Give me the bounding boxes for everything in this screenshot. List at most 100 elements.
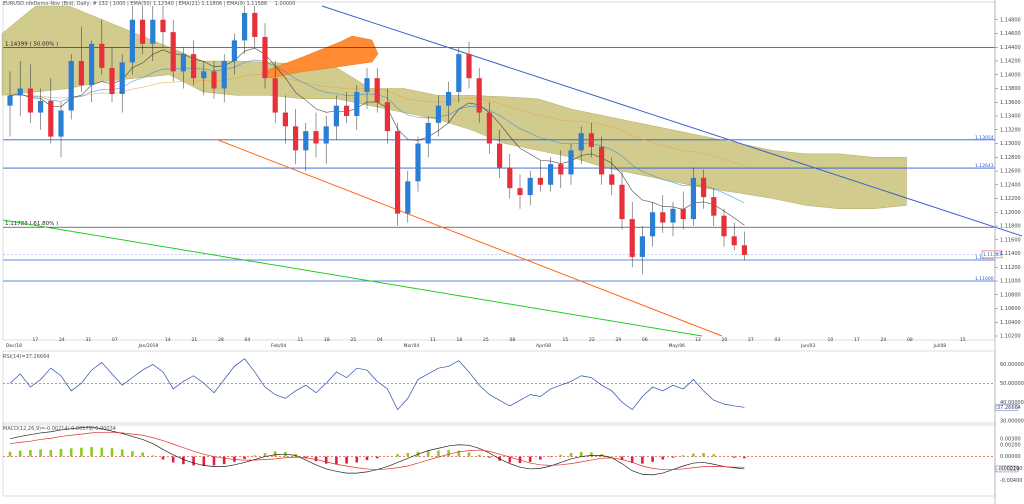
candle-bear	[497, 143, 503, 168]
macd-histogram-bar	[630, 456, 634, 464]
y-tick-label: 1.13600	[1000, 100, 1021, 106]
main-chart-title: EURUSD.nfeDemo-Nov (Bid), Daily, # 132 |…	[3, 1, 295, 7]
macd-signal-line	[9, 431, 745, 470]
candle-bull	[201, 71, 207, 79]
macd-histogram-bar	[722, 456, 726, 458]
y-tick-label: 1.12600	[1000, 169, 1021, 175]
macd-histogram-bar	[590, 452, 593, 457]
candle-bear	[344, 105, 350, 116]
candle-bull	[650, 212, 656, 237]
macd-histogram-bar	[80, 447, 83, 457]
ichimoku-cloud	[1, 5, 907, 210]
candle-bull	[333, 105, 339, 127]
x-tick-label: Jun/03	[800, 343, 815, 349]
x-tick-label: 17	[33, 337, 39, 343]
fib-label: 1.14399 ( 50.00% )	[5, 41, 58, 47]
x-tick-label: Feb/04	[271, 343, 286, 349]
macd-histogram-bar	[131, 451, 134, 457]
macd-histogram-bar	[692, 453, 695, 457]
candle-bear	[78, 61, 84, 86]
candle-bear	[384, 102, 390, 132]
macd-histogram-bar	[151, 455, 155, 457]
macd-histogram-bar	[396, 454, 399, 457]
macd-y-tick-label: -0.00200	[1000, 466, 1022, 472]
x-tick-label: 28	[218, 337, 224, 343]
y-tick-label: 1.12800	[1000, 155, 1021, 161]
macd-histogram-bar	[477, 454, 481, 457]
macd-histogram-bar	[651, 456, 654, 462]
candle-bull	[303, 131, 309, 151]
orange-downtrend-line	[217, 139, 723, 337]
candle-bull	[7, 95, 13, 106]
macd-histogram-bar	[661, 456, 665, 460]
candle-bull	[89, 43, 95, 86]
y-tick-label: 1.10600	[1000, 306, 1021, 312]
rsi-y-tick-label: 40.00000	[1000, 400, 1024, 406]
candle-bull	[639, 236, 645, 257]
x-tick-label: 21	[192, 337, 198, 343]
x-tick-label: 04	[377, 337, 383, 343]
macd-histogram-bar	[345, 456, 348, 464]
macd-y-tick-label: 0.00200	[1000, 442, 1021, 448]
candle-bull	[68, 61, 74, 111]
macd-histogram-bar	[610, 456, 614, 458]
x-tick-label: 25	[483, 337, 489, 343]
macd-histogram-bar	[141, 452, 144, 457]
fib-label: 1.11783 ( 61.80% )	[5, 221, 58, 227]
macd-histogram-bar	[161, 456, 165, 460]
candle-bear	[517, 188, 523, 196]
macd-histogram-bar	[355, 456, 359, 463]
candle-bear	[272, 78, 278, 113]
rsi-value-tag: 37.26664	[997, 405, 1021, 411]
macd-y-tick-label: -0.00400	[1000, 478, 1022, 484]
x-tick-label: 18	[457, 337, 463, 343]
candle-bull	[17, 88, 23, 96]
candle-bear	[537, 177, 543, 185]
candle-bear	[629, 219, 635, 257]
candle-bull	[323, 126, 329, 144]
x-tick-label: Jul/08	[933, 343, 947, 349]
blue-downtrend-line	[321, 5, 1023, 237]
candle-bear	[252, 12, 258, 37]
candle-bear	[466, 54, 472, 79]
candle-bull	[690, 177, 696, 220]
candle-bear	[374, 78, 380, 103]
macd-title: MACD(12,26,9)=-0.00214/-0.00179/-0.00034	[3, 426, 116, 432]
macd-histogram-bar	[222, 456, 226, 465]
macd-histogram-bar	[426, 451, 430, 457]
candle-bear	[721, 215, 727, 237]
macd-histogram-bar	[467, 452, 471, 457]
macd-histogram-bar	[120, 449, 124, 457]
candle-bull	[242, 12, 248, 41]
candle-bear	[619, 184, 625, 220]
macd-histogram-bar	[620, 456, 624, 461]
candle-bull	[578, 133, 584, 151]
x-tick-label: 11	[298, 337, 304, 343]
macd-histogram-bar	[29, 450, 32, 457]
macd-histogram-bar	[671, 456, 675, 458]
main-sub-value: 1.00000	[274, 1, 296, 7]
rsi-y-tick-label: 60.00000	[1000, 362, 1024, 368]
candle-bear	[741, 245, 747, 255]
y-tick-label: 1.12400	[1000, 182, 1021, 188]
x-tick-label: 27	[748, 337, 754, 343]
y-tick-label: 1.12000	[1000, 210, 1021, 216]
y-tick-label: 1.13800	[1000, 86, 1021, 92]
price-tag-box	[981, 250, 1003, 259]
x-tick-label: 20	[722, 337, 728, 343]
y-tick-label: 1.11600	[1000, 237, 1021, 243]
rsi-title: RSI(14)=37.26664	[3, 354, 50, 360]
candle-bear	[558, 164, 564, 175]
y-tick-label: 1.14800	[1000, 17, 1021, 23]
x-tick-label: 08	[907, 337, 913, 343]
macd-histogram-bar	[90, 447, 93, 457]
candle-bear	[27, 88, 33, 113]
macd-histogram-bar	[488, 456, 491, 458]
macd-histogram-bar	[386, 455, 389, 457]
candle-bull	[670, 208, 676, 223]
x-tick-label: Mar/04	[404, 343, 420, 349]
macd-histogram-bar	[49, 450, 53, 457]
candle-bear	[507, 167, 513, 189]
macd-histogram-bar	[365, 456, 369, 461]
